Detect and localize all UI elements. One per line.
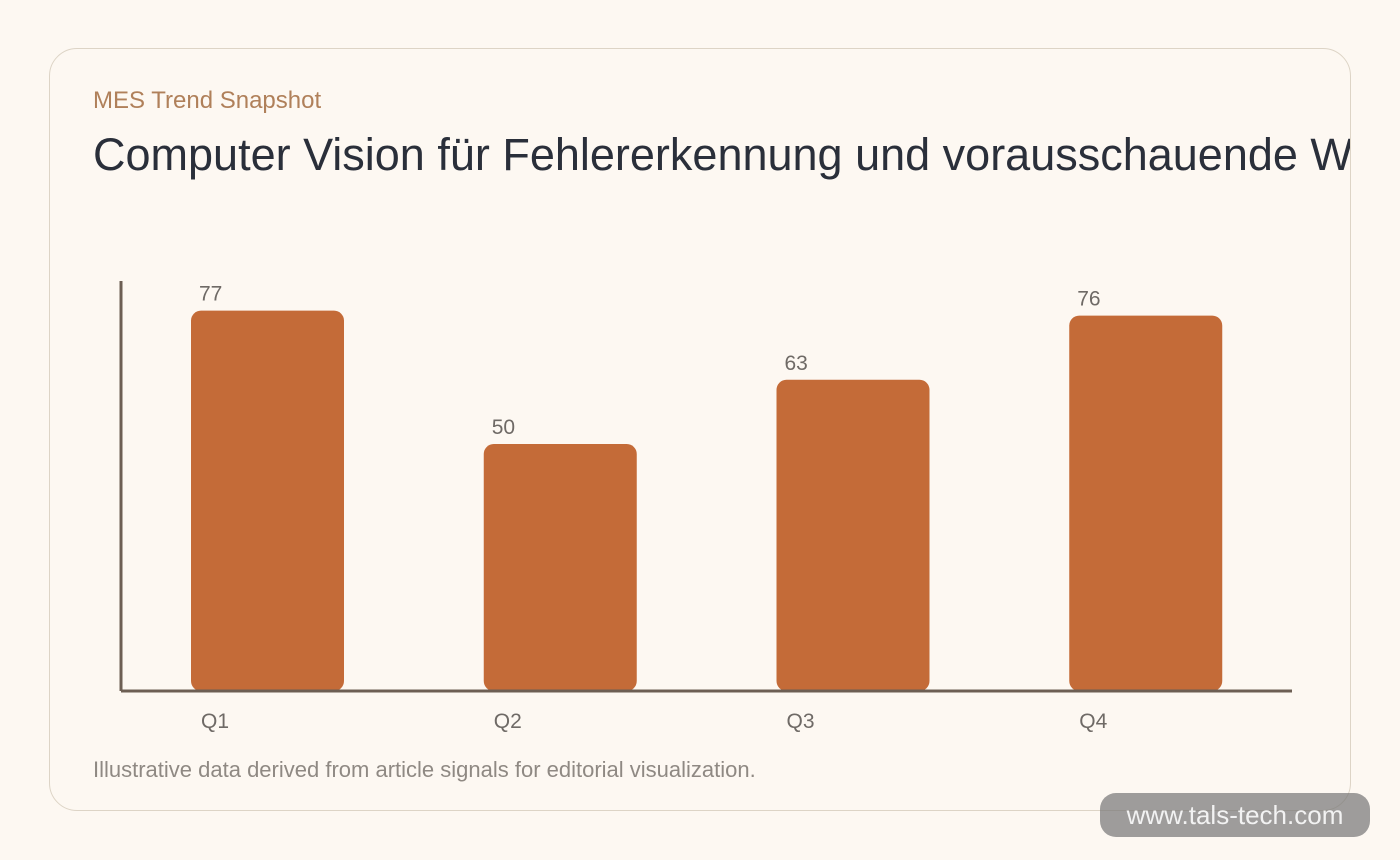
- bar-q3: [776, 379, 930, 691]
- x-tick-label-q4: Q4: [1079, 710, 1107, 733]
- bar-q4: [1069, 315, 1223, 691]
- value-label-q4: 76: [1077, 288, 1100, 311]
- x-tick-label-q3: Q3: [787, 710, 815, 733]
- bar-q1: [191, 310, 344, 691]
- value-label-q2: 50: [492, 416, 515, 439]
- value-label-q3: 63: [785, 352, 808, 375]
- value-label-q1: 77: [199, 283, 222, 306]
- bar-q2: [483, 444, 637, 691]
- bar-chart: 77 Q1 50 Q2 63 Q3 76 Q4: [119, 281, 1292, 733]
- chart-footnote: Illustrative data derived from article s…: [93, 757, 756, 782]
- chart-eyebrow: MES Trend Snapshot: [93, 87, 322, 114]
- chart-card: MES Trend Snapshot Computer Vision für F…: [49, 48, 1351, 811]
- x-tick-label-q2: Q2: [494, 710, 522, 733]
- x-tick-label-q1: Q1: [201, 710, 229, 733]
- chart-title: Computer Vision für Fehlererkennung und …: [93, 129, 1351, 180]
- watermark: www.tals-tech.com: [1100, 793, 1370, 837]
